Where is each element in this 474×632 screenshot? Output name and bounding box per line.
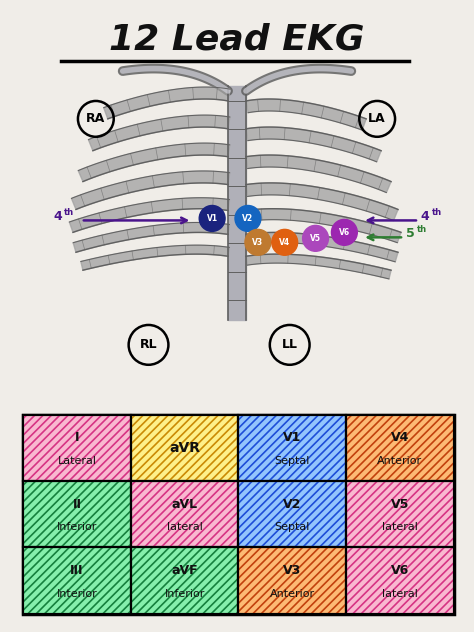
Text: Septal: Septal xyxy=(274,456,310,466)
Polygon shape xyxy=(104,87,230,119)
Bar xyxy=(131,547,238,614)
Text: aVL: aVL xyxy=(172,497,198,511)
Bar xyxy=(238,547,346,614)
Text: V3: V3 xyxy=(252,238,264,247)
Polygon shape xyxy=(246,155,391,193)
Circle shape xyxy=(272,229,298,255)
Bar xyxy=(23,547,131,614)
Text: Anterior: Anterior xyxy=(270,589,315,599)
Text: 4: 4 xyxy=(53,210,62,223)
Bar xyxy=(131,481,238,547)
Text: Interior: Interior xyxy=(57,589,98,599)
Bar xyxy=(238,547,346,614)
Bar xyxy=(238,481,346,547)
Bar xyxy=(346,481,454,547)
Polygon shape xyxy=(246,209,401,243)
Text: V4: V4 xyxy=(279,238,290,247)
Text: 5: 5 xyxy=(406,227,415,240)
Text: V1: V1 xyxy=(207,214,218,223)
Bar xyxy=(23,415,131,481)
Bar xyxy=(346,415,454,481)
Text: LA: LA xyxy=(368,112,386,125)
Text: V3: V3 xyxy=(283,564,301,577)
Polygon shape xyxy=(246,254,391,279)
Text: V4: V4 xyxy=(391,431,409,444)
Bar xyxy=(346,415,454,481)
Text: th: th xyxy=(417,225,427,234)
Bar xyxy=(238,415,346,481)
Text: RL: RL xyxy=(140,338,157,351)
Bar xyxy=(23,415,131,481)
Text: V5: V5 xyxy=(391,497,409,511)
Bar xyxy=(131,415,238,481)
Text: RA: RA xyxy=(86,112,105,125)
Text: th: th xyxy=(432,208,442,217)
Text: V2: V2 xyxy=(242,214,254,223)
Circle shape xyxy=(245,229,271,255)
Text: th: th xyxy=(64,208,74,217)
Bar xyxy=(346,481,454,547)
Bar xyxy=(23,481,131,547)
Bar xyxy=(238,415,346,481)
Text: 4: 4 xyxy=(421,210,429,223)
Text: Septal: Septal xyxy=(274,523,310,532)
Bar xyxy=(131,547,238,614)
Polygon shape xyxy=(246,127,381,162)
Bar xyxy=(23,415,454,614)
Bar xyxy=(131,415,238,481)
Circle shape xyxy=(331,219,357,245)
Bar xyxy=(238,547,346,614)
Text: V6: V6 xyxy=(339,228,350,237)
Bar xyxy=(23,415,131,481)
Text: Anterior: Anterior xyxy=(377,456,422,466)
Polygon shape xyxy=(89,115,230,150)
Bar xyxy=(131,481,238,547)
Text: Inferior: Inferior xyxy=(57,523,97,532)
Text: LL: LL xyxy=(282,338,298,351)
Bar xyxy=(346,547,454,614)
Polygon shape xyxy=(246,99,366,130)
Polygon shape xyxy=(246,183,398,221)
Text: III: III xyxy=(70,564,84,577)
Text: I: I xyxy=(75,431,79,444)
Text: 12 Lead EKG: 12 Lead EKG xyxy=(109,22,365,56)
Bar xyxy=(346,481,454,547)
Text: V1: V1 xyxy=(283,431,301,444)
Text: aVR: aVR xyxy=(169,441,200,455)
Text: lateral: lateral xyxy=(382,523,418,532)
Polygon shape xyxy=(78,143,230,181)
Text: Inferior: Inferior xyxy=(164,589,205,599)
Bar xyxy=(131,481,238,547)
Bar xyxy=(346,547,454,614)
Bar xyxy=(23,547,131,614)
Bar xyxy=(346,415,454,481)
Text: Lateral: Lateral xyxy=(57,456,97,466)
Text: V5: V5 xyxy=(310,234,321,243)
Circle shape xyxy=(302,226,328,252)
Circle shape xyxy=(199,205,225,231)
Bar xyxy=(131,415,238,481)
Polygon shape xyxy=(72,171,230,209)
Bar xyxy=(346,547,454,614)
Bar xyxy=(238,415,346,481)
Text: V6: V6 xyxy=(391,564,409,577)
Circle shape xyxy=(235,205,261,231)
Bar xyxy=(23,547,131,614)
Bar xyxy=(238,481,346,547)
Polygon shape xyxy=(228,86,246,320)
Text: II: II xyxy=(73,497,82,511)
Bar xyxy=(238,481,346,547)
Polygon shape xyxy=(69,198,229,233)
Text: lateral: lateral xyxy=(167,523,202,532)
Polygon shape xyxy=(73,222,229,252)
Text: aVF: aVF xyxy=(172,564,198,577)
Bar xyxy=(23,481,131,547)
Bar xyxy=(23,481,131,547)
Text: V2: V2 xyxy=(283,497,301,511)
Text: lateral: lateral xyxy=(382,589,418,599)
Polygon shape xyxy=(246,233,398,262)
Polygon shape xyxy=(81,245,229,270)
Bar xyxy=(131,547,238,614)
